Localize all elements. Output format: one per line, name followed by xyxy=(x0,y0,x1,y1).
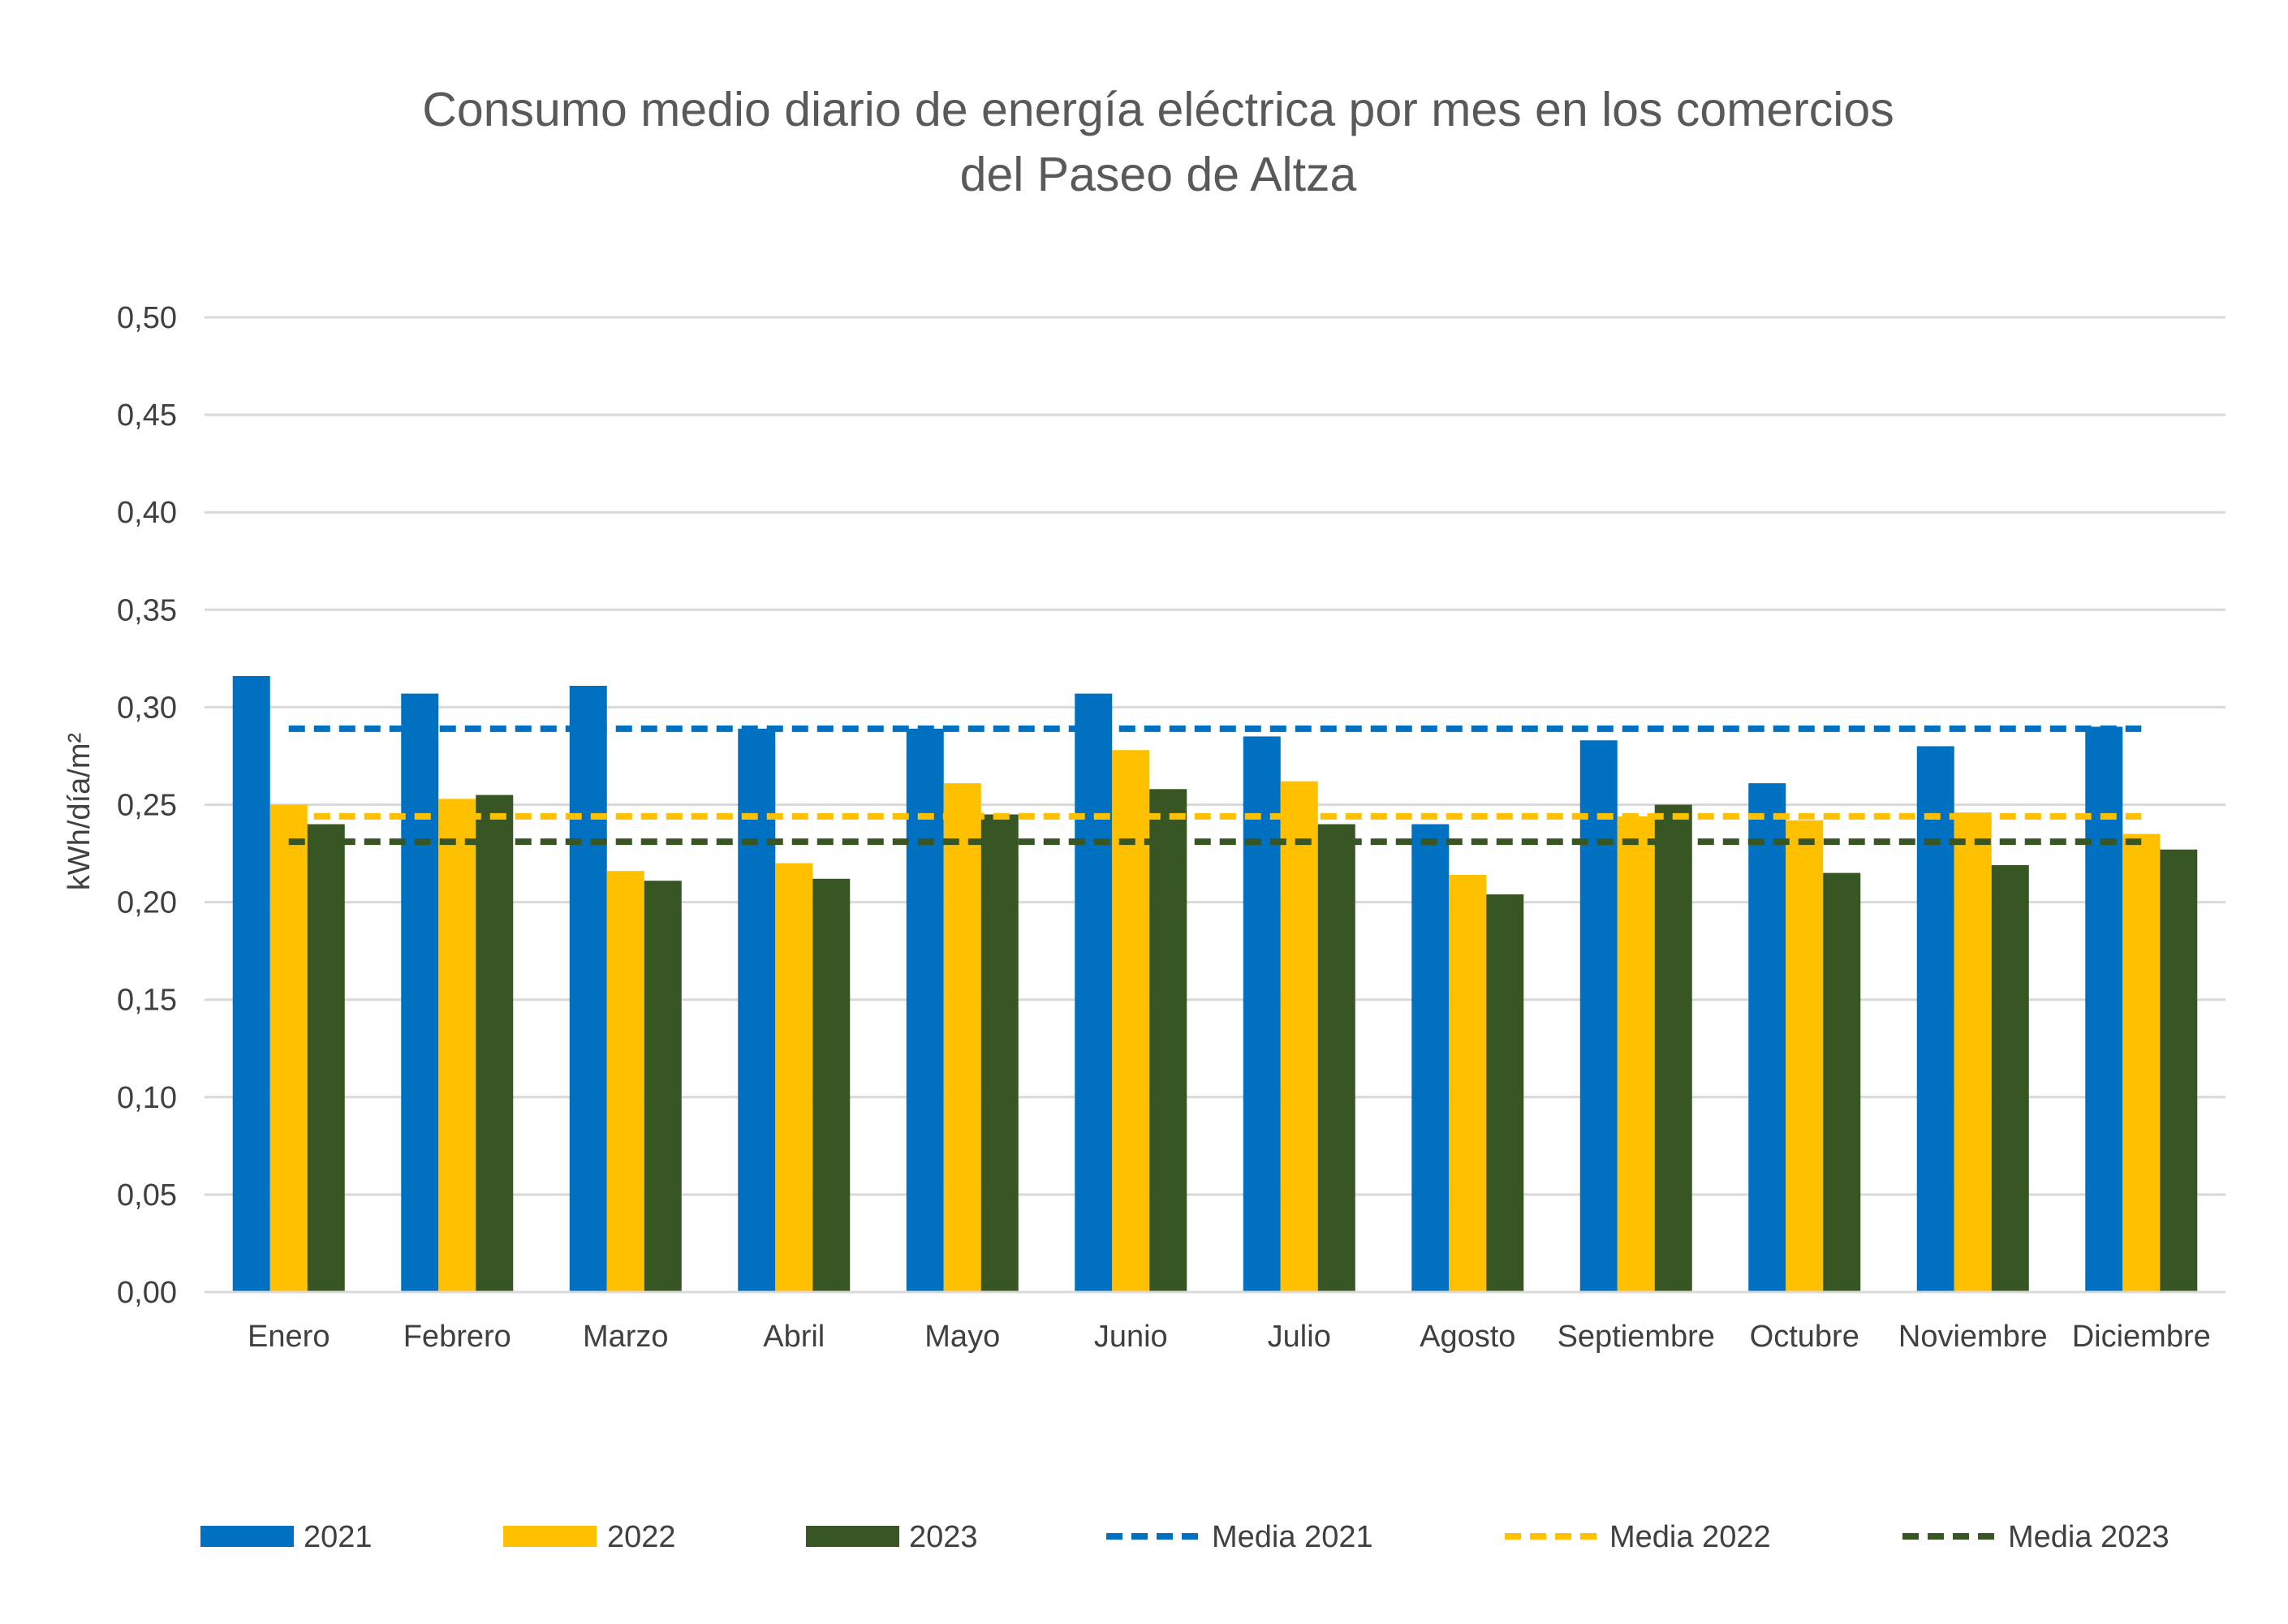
bar-2022-Julio xyxy=(1280,781,1318,1292)
bar-2022-Octubre xyxy=(1786,820,1824,1292)
x-tick-label: Julio xyxy=(1268,1320,1331,1354)
legend: 2021 2022 2023 Media 2021 Media 2022 Media 20… xyxy=(200,1520,2170,1554)
bar-2023-Marzo xyxy=(644,881,682,1292)
legend-label: 2022 xyxy=(607,1520,676,1554)
bar-2021-Junio xyxy=(1075,693,1113,1292)
chart-title-line-2: del Paseo de Altza xyxy=(960,148,1357,201)
bar-2021-Octubre xyxy=(1748,783,1786,1292)
y-axis-label: kWh/día/m² xyxy=(62,733,97,890)
bar-2023-Septiembre xyxy=(1654,804,1692,1292)
x-tick-label: Octubre xyxy=(1750,1320,1859,1354)
legend-swatch-2023 xyxy=(806,1526,899,1547)
legend-label: 2021 xyxy=(304,1520,373,1554)
bar-2021-Agosto xyxy=(1411,824,1450,1292)
legend-label: Media 2022 xyxy=(1609,1520,1771,1554)
bar-2023-Febrero xyxy=(476,795,514,1292)
bar-2021-Julio xyxy=(1243,736,1281,1292)
y-tick-label: 0,00 xyxy=(117,1276,177,1310)
bar-2023-Agosto xyxy=(1486,894,1524,1292)
bar-2022-Septiembre xyxy=(1617,816,1655,1292)
x-tick-label: Noviembre xyxy=(1898,1320,2048,1354)
y-tick-label: 0,40 xyxy=(117,496,177,530)
bar-2022-Enero xyxy=(269,804,308,1292)
x-tick-label: Agosto xyxy=(1420,1320,1515,1354)
bar-2022-Junio xyxy=(1112,750,1150,1292)
chart-title-line-1: Consumo medio diario de energía eléctric… xyxy=(422,83,1894,136)
bar-2023-Abril xyxy=(812,878,851,1292)
y-tick-label: 0,25 xyxy=(117,789,177,823)
gridlines xyxy=(205,316,2226,1196)
bar-2022-Febrero xyxy=(438,799,476,1292)
bar-2023-Octubre xyxy=(1823,872,1861,1292)
bar-2023-Noviembre xyxy=(1991,864,2029,1292)
x-tick-label: Marzo xyxy=(583,1320,669,1354)
bar-2021-Mayo xyxy=(906,728,944,1292)
bar-2023-Diciembre xyxy=(2160,849,2198,1292)
bar-2023-Julio xyxy=(1317,824,1355,1292)
bar-2022-Marzo xyxy=(606,871,644,1292)
legend-label: Media 2023 xyxy=(2008,1520,2170,1554)
bar-2021-Abril xyxy=(738,728,776,1292)
bar-series xyxy=(232,675,2198,1292)
bar-2022-Agosto xyxy=(1449,874,1487,1292)
y-tick-label: 0,45 xyxy=(117,398,177,433)
bar-2022-Mayo xyxy=(943,783,981,1292)
x-tick-label: Enero xyxy=(248,1320,330,1354)
legend-swatch-2022 xyxy=(503,1526,597,1547)
bar-2023-Enero xyxy=(307,824,345,1292)
y-tick-label: 0,10 xyxy=(117,1081,177,1115)
bar-2021-Diciembre xyxy=(2085,726,2123,1292)
x-axis-labels: Enero Febrero Marzo Abril Mayo Junio Julio Agos… xyxy=(248,1320,2211,1354)
bar-2023-Mayo xyxy=(980,814,1019,1292)
bar-2022-Abril xyxy=(775,863,813,1292)
average-lines xyxy=(288,725,2142,846)
x-tick-label: Abril xyxy=(763,1320,825,1354)
y-tick-label: 0,20 xyxy=(117,886,177,920)
y-tick-label: 0,15 xyxy=(117,984,177,1018)
x-tick-label: Diciembre xyxy=(2072,1320,2211,1354)
legend-label: 2023 xyxy=(909,1520,978,1554)
y-tick-label: 0,50 xyxy=(117,301,177,335)
bar-2021-Septiembre xyxy=(1579,740,1618,1292)
bar-2023-Junio xyxy=(1149,789,1187,1292)
y-tick-label: 0,05 xyxy=(117,1178,177,1213)
bar-2021-Marzo xyxy=(569,685,607,1292)
x-tick-label: Junio xyxy=(1094,1320,1168,1354)
x-tick-label: Septiembre xyxy=(1558,1320,1715,1354)
x-tick-label: Febrero xyxy=(403,1320,511,1354)
bar-2022-Diciembre xyxy=(2122,834,2161,1292)
bar-2022-Noviembre xyxy=(1954,812,1992,1292)
bar-2021-Enero xyxy=(232,675,270,1292)
bar-2021-Noviembre xyxy=(1916,746,1954,1292)
legend-swatch-2021 xyxy=(200,1526,294,1547)
y-axis-ticks: 0,00 0,05 0,10 0,15 0,20 0,25 0,30 0,35 0,40 0,45… xyxy=(117,301,177,1310)
y-tick-label: 0,35 xyxy=(117,593,177,627)
x-tick-label: Mayo xyxy=(924,1320,1000,1354)
bar-2021-Febrero xyxy=(401,693,439,1292)
legend-label: Media 2021 xyxy=(1212,1520,1373,1554)
y-tick-label: 0,30 xyxy=(117,691,177,725)
